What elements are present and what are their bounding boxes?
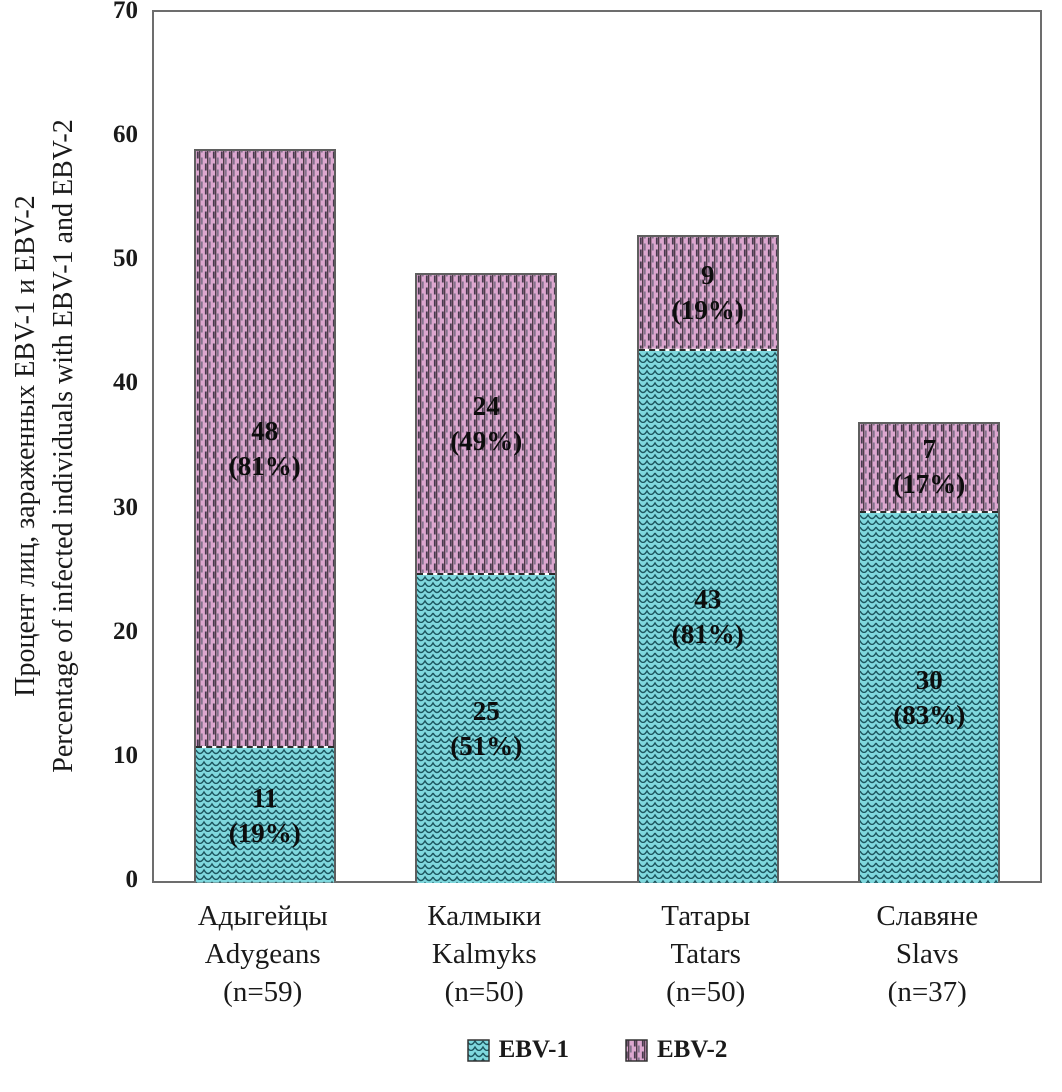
- count-label: 48: [251, 415, 279, 446]
- ebv2-pattern-fill: [417, 274, 556, 573]
- x-label-kalmyks: Калмыки Kalmyks (n=50): [364, 897, 604, 1011]
- percent-label: (81%): [671, 619, 744, 650]
- count-label: 24: [472, 390, 500, 421]
- x-label-en: Adygeans: [204, 938, 321, 970]
- ebv1-pattern-fill: [638, 351, 777, 883]
- legend: EBV-1 EBV-2: [152, 1036, 1042, 1064]
- segment-label-ebv1-tatars: 43 (81%): [639, 351, 777, 883]
- count-label: 9: [701, 260, 715, 291]
- legend-item-ebv1: EBV-1: [466, 1036, 569, 1064]
- x-label-ru: Татары: [661, 900, 751, 932]
- segment-ebv2-kalmyks: 24 (49%): [417, 274, 556, 573]
- segment-label-ebv1-slavs: 30 (83%): [860, 513, 998, 883]
- percent-label: (17%): [893, 469, 966, 500]
- count-label: 25: [472, 695, 500, 726]
- x-label-en: Slavs: [895, 938, 959, 970]
- ebv2-pattern-fill: [860, 423, 999, 511]
- segment-label-ebv2-kalmyks: 24 (49%): [417, 275, 555, 573]
- y-tick-50: 50: [113, 245, 138, 273]
- percent-label: (19%): [671, 295, 744, 326]
- segment-ebv1-kalmyks: 25 (51%): [417, 572, 556, 883]
- count-label: 7: [922, 434, 937, 465]
- ebv2-pattern-fill: [638, 237, 777, 350]
- legend-label-ebv2: EBV-2: [657, 1036, 728, 1063]
- segment-ebv2-adygeans: 48 (81%): [195, 150, 334, 747]
- bar-tatars: 9 (19%) 43 (81%): [636, 235, 779, 883]
- ebv1-swatch-icon: [466, 1038, 490, 1062]
- x-label-ru: Калмыки: [427, 900, 542, 932]
- percent-label: (19%): [228, 817, 301, 848]
- y-tick-10: 10: [113, 741, 138, 769]
- percent-label: (83%): [893, 699, 966, 730]
- x-label-ru: Славяне: [876, 900, 979, 932]
- ebv2-swatch-icon: [625, 1038, 648, 1062]
- segment-ebv2-tatars: 9 (19%): [638, 237, 777, 350]
- x-label-tatars: Татары Tatars (n=50): [586, 897, 826, 1011]
- y-tick-70: 70: [113, 0, 138, 24]
- ebv1-pattern-fill: [195, 748, 334, 883]
- y-tick-60: 60: [113, 121, 138, 149]
- segment-label-ebv2-tatars: 9 (19%): [639, 237, 777, 349]
- count-label: 11: [251, 782, 278, 813]
- x-axis-labels: Адыгейцы Adygeans (n=59) Калмыки Kalmyks (n=5…: [152, 897, 1042, 1017]
- segment-label-ebv2-adygeans: 48 (81%): [196, 151, 334, 747]
- legend-label-ebv1: EBV-1: [498, 1036, 569, 1063]
- percent-label: (51%): [450, 730, 523, 761]
- legend-item-ebv2: EBV-2: [625, 1036, 727, 1064]
- segment-ebv2-slavs: 7 (17%): [860, 423, 999, 511]
- bar-slavs: 7 (17%) 30 (83%): [858, 421, 1001, 883]
- x-label-n: (n=50): [666, 976, 746, 1008]
- bar-kalmyks: 24 (49%) 25 (51%): [415, 272, 558, 883]
- x-label-en: Kalmyks: [431, 938, 537, 970]
- ebv1-pattern-fill: [417, 574, 556, 883]
- plot-area: 48 (81%) 11 (19%) 24 (49%) 25 (51%) 9 (19%) 43 (81%…: [152, 10, 1042, 883]
- segment-ebv1-slavs: 30 (83%): [860, 510, 999, 883]
- count-label: 30: [915, 664, 943, 695]
- bar-adygeans: 48 (81%) 11 (19%): [193, 148, 336, 883]
- percent-label: (49%): [450, 425, 523, 456]
- segment-label-ebv1-adygeans: 11 (19%): [196, 748, 334, 883]
- y-tick-40: 40: [113, 369, 138, 397]
- segment-label-ebv1-kalmyks: 25 (51%): [417, 575, 555, 883]
- x-label-adygeans: Адыгейцы Adygeans (n=59): [143, 897, 383, 1011]
- ebv2-pattern-fill: [195, 150, 334, 747]
- x-label-ru: Адыгейцы: [197, 900, 328, 932]
- ebv1-pattern-fill: [860, 512, 999, 883]
- count-label: 43: [694, 584, 722, 615]
- y-tick-30: 30: [113, 493, 138, 521]
- x-label-n: (n=59): [223, 976, 303, 1008]
- x-label-n: (n=37): [887, 976, 967, 1008]
- segment-label-ebv2-slavs: 7 (17%): [860, 424, 998, 511]
- y-tick-0: 0: [125, 866, 139, 893]
- x-label-en: Tatars: [670, 938, 741, 970]
- x-label-n: (n=50): [444, 976, 524, 1008]
- percent-label: (81%): [228, 450, 301, 481]
- y-tick-20: 20: [113, 617, 138, 645]
- segment-ebv1-adygeans: 11 (19%): [195, 746, 334, 883]
- segment-ebv1-tatars: 43 (81%): [638, 349, 777, 883]
- x-label-slavs: Славяне Slavs (n=37): [807, 897, 1047, 1011]
